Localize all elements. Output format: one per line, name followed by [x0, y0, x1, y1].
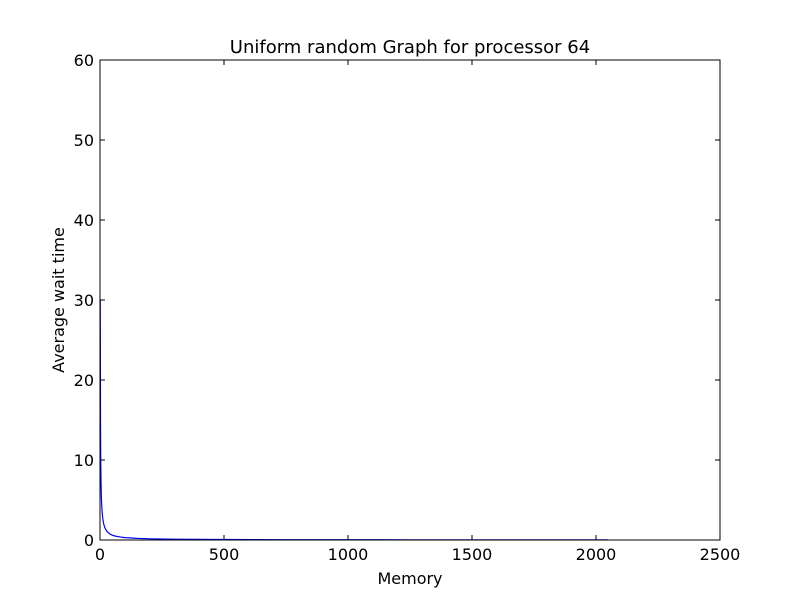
y-tick-label: 50 — [74, 131, 94, 150]
x-tick-label: 2000 — [576, 545, 617, 564]
x-axis-label: Memory — [377, 569, 442, 588]
x-tick-label: 500 — [209, 545, 240, 564]
y-tick-label: 40 — [74, 211, 94, 230]
y-tick-label: 60 — [74, 51, 94, 70]
x-tick-label: 1500 — [452, 545, 493, 564]
x-tick-label: 2500 — [700, 545, 741, 564]
y-axis-label: Average wait time — [49, 227, 68, 373]
x-tick-label: 0 — [95, 545, 105, 564]
axis-tick-labels: 0 500 1000 1500 2000 2500 0 10 20 30 40 50 60 — [74, 51, 741, 564]
y-tick-label: 0 — [84, 531, 94, 550]
y-tick-label: 20 — [74, 371, 94, 390]
y-tick-label: 30 — [74, 291, 94, 310]
plot-frame — [99, 59, 721, 541]
y-tick-label: 10 — [74, 451, 94, 470]
x-tick-label: 1000 — [328, 545, 369, 564]
chart-title: Uniform random Graph for processor 64 — [230, 37, 590, 58]
